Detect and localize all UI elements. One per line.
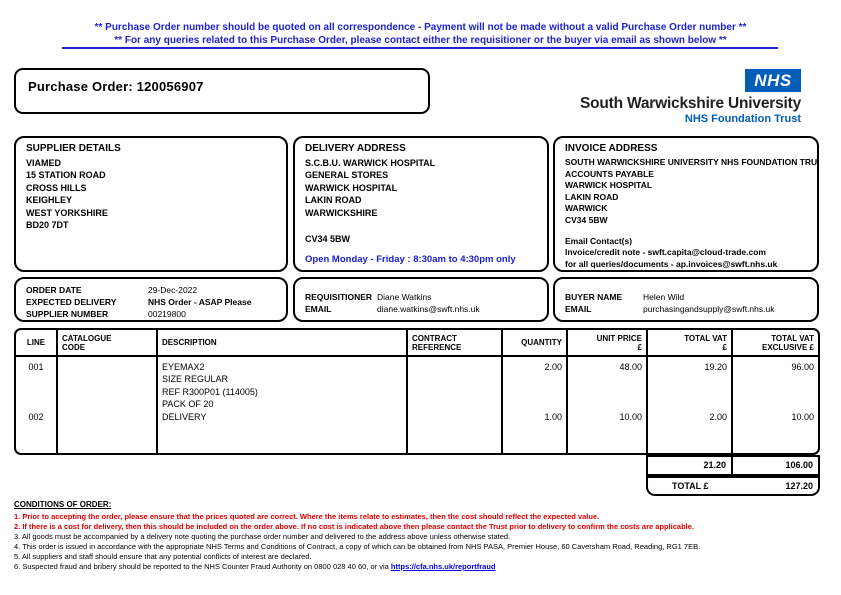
delivery-address-box: DELIVERY ADDRESS S.C.B.U. WARWICK HOSPIT…	[293, 136, 549, 272]
requisitioner-email: diane.watkins@swft.nhs.uk	[377, 304, 480, 314]
buyer-box: BUYER NAME Helen Wild EMAIL purchasingan…	[553, 277, 819, 322]
delivery-address-line: S.C.B.U. WARWICK HOSPITAL	[305, 158, 436, 168]
item-row-quantity: 1.00	[503, 407, 568, 453]
supplier-address-line: BD20 7DT	[26, 220, 69, 231]
column-header-line: LINE	[16, 330, 58, 357]
header-notice: ** Purchase Order number should be quote…	[0, 21, 841, 47]
supplier-number-label: SUPPLIER NUMBER	[26, 309, 109, 319]
organisation-name: South Warwickshire University	[579, 95, 801, 112]
invoice-address-line: LAKIN ROAD	[565, 191, 619, 202]
invoice-address-line: WARWICK HOSPITAL	[565, 180, 653, 191]
item-row-contract-reference	[408, 357, 503, 407]
buyer-name-label: BUYER NAME	[565, 292, 623, 302]
email-contacts-heading: Email Contact(s)	[565, 235, 633, 246]
item-row-contract-reference	[408, 407, 503, 453]
queries-email-contact: for all queries/documents - ap.invoices@…	[565, 258, 778, 269]
order-date-value: 29-Dec-2022	[148, 285, 198, 295]
item-row-quantity: 2.00	[503, 357, 568, 407]
total-value: 127.20	[785, 481, 813, 491]
delivery-address-line: WARWICK HOSPITAL	[305, 182, 398, 193]
invoice-email-contact: Invoice/credit note - swft.capita@cloud-…	[565, 247, 766, 258]
item-row-total-vat: 19.20	[648, 357, 733, 407]
condition-item-2: 2. If there is a cost for delivery, then…	[14, 522, 695, 531]
purchase-order-number-box: Purchase Order: 120056907	[14, 68, 430, 114]
invoice-address-box: INVOICE ADDRESS SOUTH WARWICKSHIRE UNIVE…	[553, 136, 819, 272]
column-header-unit-price: UNIT PRICE £	[568, 330, 648, 357]
requisitioner-label: REQUISITIONER	[305, 292, 373, 302]
condition-item-1: 1. Prior to accepting the order, please …	[14, 512, 600, 521]
condition-item-6-text: 6. Suspected fraud and bribery should be…	[14, 562, 391, 571]
column-header-total-vat-exclusive: TOTAL VAT EXCLUSIVE £	[733, 330, 818, 357]
purchase-order-number: Purchase Order: 120056907	[28, 79, 204, 94]
condition-item-3: 3. All goods must be accompanied by a de…	[14, 532, 511, 541]
condition-item-4: 4. This order is issued in accordance wi…	[14, 542, 701, 551]
requisitioner-box: REQUISITIONER Diane Watkins EMAIL diane.…	[293, 277, 549, 322]
subtotal-vat: 21.20	[648, 457, 733, 474]
item-row-description: EYEMAX2 SIZE REGULAR REF R300P01 (114005…	[158, 357, 408, 409]
buyer-name: Helen Wild	[643, 292, 685, 302]
item-row-total-vat-exclusive: 10.00	[791, 412, 814, 422]
notice-line-2: ** For any queries related to this Purch…	[114, 35, 727, 46]
invoice-address-line: ACCOUNTS PAYABLE	[565, 168, 654, 179]
expected-delivery-label: EXPECTED DELIVERY	[26, 297, 117, 307]
condition-item-5: 5. All suppliers and staff should ensure…	[14, 552, 312, 561]
item-row-catalogue-code	[58, 407, 158, 453]
column-header-total-vat: TOTAL VAT £	[648, 330, 733, 357]
invoice-address-line: SOUTH WARWICKSHIRE UNIVERSITY NHS FOUNDA…	[565, 157, 819, 167]
column-header-quantity: QUANTITY	[503, 330, 568, 357]
supplier-address-line: 15 STATION ROAD	[26, 170, 106, 181]
column-header-description: DESCRIPTION	[158, 330, 408, 357]
delivery-address-line: LAKIN ROAD	[305, 195, 362, 206]
nhs-logo-text: NHS	[754, 70, 792, 90]
notice-line-1: ** Purchase Order number should be quote…	[94, 22, 747, 33]
item-row-unit-price: 48.00	[568, 357, 648, 407]
delivery-address-line: GENERAL STORES	[305, 170, 389, 181]
supplier-details-heading: SUPPLIER DETAILS	[26, 143, 121, 154]
item-row-total-vat-exclusive: 96.00	[791, 362, 814, 372]
expected-delivery-value: NHS Order - ASAP Please	[148, 297, 252, 307]
invoice-postcode: CV34 5BW	[565, 214, 608, 225]
delivery-address-heading: DELIVERY ADDRESS	[305, 143, 406, 154]
column-header-catalogue-code: CATALOGUE CODE	[58, 330, 158, 357]
supplier-address-line: KEIGHLEY	[26, 195, 73, 206]
buyer-email: purchasingandsupply@swft.nhs.uk	[643, 304, 775, 314]
item-row-catalogue-code	[58, 357, 158, 407]
total-row: TOTAL £ 127.20	[646, 476, 820, 496]
invoice-address-heading: INVOICE ADDRESS	[565, 143, 658, 154]
nhs-logo-icon: NHS	[745, 69, 801, 92]
item-row-line-number: 002	[16, 407, 58, 453]
delivery-open-hours: Open Monday - Friday : 8:30am to 4:30pm …	[305, 254, 516, 266]
item-row-description: DELIVERY	[158, 407, 408, 453]
subtotal-vat-exclusive: 106.00	[785, 460, 813, 470]
supplier-number-value: 00219800	[148, 309, 186, 319]
item-row-unit-price: 10.00	[568, 407, 648, 453]
buyer-email-label: EMAIL	[565, 304, 592, 314]
delivery-address-line: WARWICKSHIRE	[305, 207, 378, 218]
item-row-line-number: 001	[16, 357, 58, 407]
order-date-label: ORDER DATE	[26, 285, 82, 295]
requisitioner-email-label: EMAIL	[305, 304, 332, 314]
line-items-table: LINE CATALOGUE CODE DESCRIPTION CONTRACT R…	[14, 328, 820, 455]
supplier-details-box: SUPPLIER DETAILS VIAMED 15 STATION ROAD …	[14, 136, 288, 272]
conditions-heading: CONDITIONS OF ORDER:	[14, 500, 112, 509]
supplier-address-line: WEST YORKSHIRE	[26, 207, 108, 218]
requisitioner-name: Diane Watkins	[377, 292, 432, 302]
item-row-total-vat: 2.00	[648, 407, 733, 453]
conditions-of-order: CONDITIONS OF ORDER: 1. Prior to accepti…	[14, 500, 841, 572]
notice-divider	[62, 47, 778, 49]
supplier-address-line: CROSS HILLS	[26, 182, 87, 193]
fraud-report-link[interactable]: https://cfa.nhs.uk/reportfraud	[390, 562, 496, 571]
delivery-postcode: CV34 5BW	[305, 234, 351, 245]
total-label: TOTAL £	[672, 481, 709, 491]
trust-name: NHS Foundation Trust	[684, 113, 801, 125]
supplier-address-line: VIAMED	[26, 158, 62, 168]
invoice-address-line: WARWICK	[565, 203, 608, 214]
column-header-contract-reference: CONTRACT REFERENCE	[408, 330, 503, 357]
condition-item-6: 6. Suspected fraud and bribery should be…	[14, 562, 841, 572]
order-info-box: ORDER DATE 29-Dec-2022 EXPECTED DELIVERY…	[14, 277, 288, 322]
subtotal-row: 21.20 106.00	[646, 455, 820, 476]
